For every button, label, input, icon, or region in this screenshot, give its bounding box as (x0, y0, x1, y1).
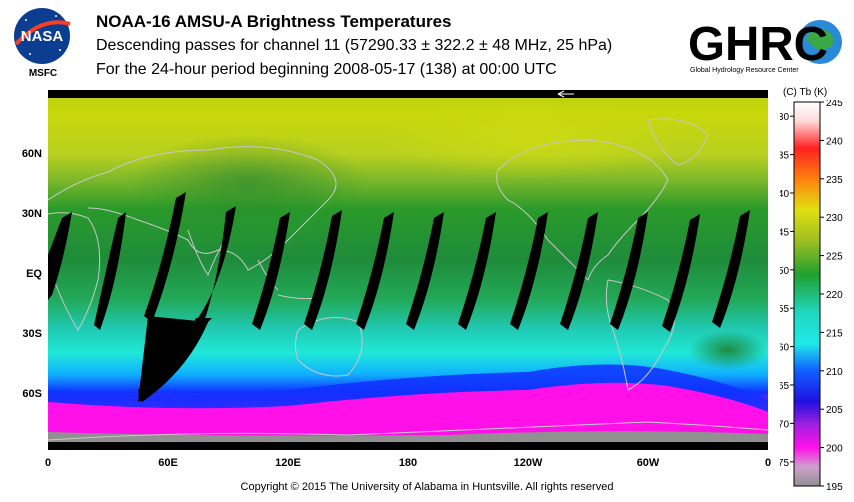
colorbar-kelvin-label: 225 (826, 252, 843, 263)
lon-label-0-left: 0 (44, 457, 52, 469)
colorbar-celsius-label: -30 (780, 112, 789, 123)
lon-label-120w: 120W (513, 457, 543, 469)
colorbar-celsius-label: -50 (780, 266, 789, 277)
colorbar-kelvin-label: 240 (826, 136, 843, 147)
ghrc-logo-text: GHRC (688, 18, 828, 71)
lat-label-60s: 60S (22, 388, 42, 400)
lat-label-eq: EQ (26, 268, 42, 280)
colorbar-celsius-label: -35 (780, 151, 789, 162)
nasa-logo: NASA MSFC (12, 6, 74, 79)
colorbar-celsius-label: -40 (780, 189, 789, 200)
channel-subtitle: Descending passes for channel 11 (57290.… (96, 37, 613, 54)
period-subtitle: For the 24-hour period beginning 2008-05… (96, 61, 557, 78)
colorbar-celsius-label: -60 (780, 343, 789, 354)
colorbar-kelvin-label: 215 (826, 328, 843, 339)
colorbar-celsius-label: -70 (780, 419, 789, 430)
nasa-logo-text: NASA (21, 28, 64, 45)
ghrc-logo-sub: Global Hydrology Resource Center (690, 67, 799, 74)
colorbar-kelvin-label: 205 (826, 405, 843, 416)
colorbar: 245 240 235 230 225 220 215 210 205 200 195 -30 -35 -… (775, 98, 850, 495)
lon-label-0-right: 0 (764, 457, 772, 469)
ghrc-logo: GHRC Global Hydrology Resource Center (686, 8, 850, 78)
lon-label-60w: 60W (636, 457, 660, 469)
nasa-logo-sub: MSFC (29, 68, 57, 78)
lat-label-60n: 60N (21, 148, 42, 160)
lon-label-180: 180 (398, 457, 418, 469)
lat-label-30s: 30S (22, 328, 42, 340)
lat-label-30n: 30N (21, 208, 42, 220)
colorbar-kelvin-label: 245 (826, 100, 843, 109)
colorbar-celsius-label: -75 (780, 458, 789, 469)
colorbar-header: (C) Tb (K) (783, 87, 828, 98)
colorbar-kelvin-label: 235 (826, 175, 843, 186)
copyright-notice: Copyright © 2015 The University of Alaba… (240, 481, 614, 493)
colorbar-kelvin-label: 230 (826, 213, 843, 224)
brightness-temperature-map (48, 90, 768, 450)
colorbar-celsius-label: -65 (780, 381, 789, 392)
title-block: NOAA-16 AMSU-A Brightness Temperatures D… (96, 10, 612, 82)
lon-label-60e: 60E (158, 457, 178, 469)
colorbar-celsius-label: -45 (780, 227, 789, 238)
lon-label-120e: 120E (275, 457, 301, 469)
colorbar-kelvin-label: 200 (826, 444, 843, 455)
colorbar-kelvin-label: 220 (826, 290, 843, 301)
colorbar-celsius-label: -55 (780, 304, 789, 315)
page-title: NOAA-16 AMSU-A Brightness Temperatures (96, 12, 452, 31)
colorbar-kelvin-label: 195 (826, 482, 843, 490)
colorbar-kelvin-label: 210 (826, 367, 843, 378)
